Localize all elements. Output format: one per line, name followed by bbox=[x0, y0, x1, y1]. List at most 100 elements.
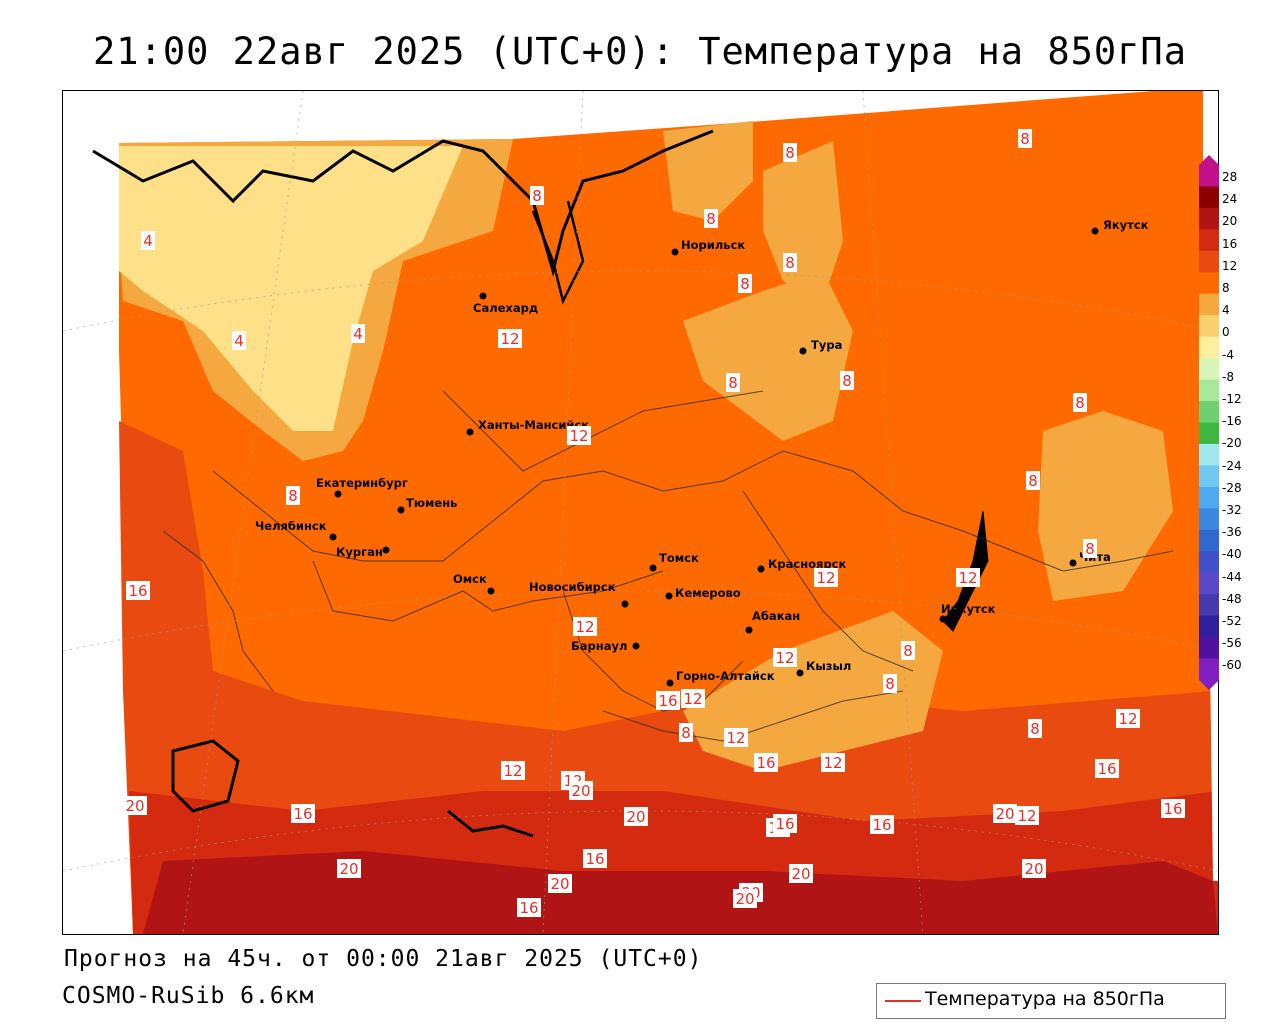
contour-label: 12 bbox=[498, 329, 522, 348]
contour-label: 16 bbox=[754, 753, 778, 772]
colorbar-tick-label: -20 bbox=[1222, 436, 1242, 451]
colorbar-tick-label: 0 bbox=[1222, 325, 1230, 340]
city-markers: Якутск Норильск Салехард Тура Ханты-Мансийск… bbox=[255, 218, 1149, 687]
colorbar-tick-labels: 28 24 20 16 12 8 4 0 -4 -8 -12 -16 -20 -24 -28 -32 -36 -4… bbox=[1222, 166, 1242, 677]
colorbar-cell bbox=[1199, 293, 1219, 316]
colorbar-tick-label: -12 bbox=[1222, 392, 1242, 407]
svg-text:8: 8 bbox=[288, 487, 298, 505]
contour-label: 8 bbox=[783, 143, 797, 162]
contour-label: 20 bbox=[789, 864, 813, 883]
aral-sea bbox=[171, 739, 240, 813]
zone-coolest-nw bbox=[119, 146, 463, 431]
svg-text:8: 8 bbox=[903, 642, 913, 660]
city-label: Челябинск bbox=[255, 519, 327, 533]
city-dot bbox=[1069, 559, 1077, 567]
colorbar-cell bbox=[1199, 594, 1219, 617]
admin-boundaries bbox=[162, 390, 1174, 742]
colorbar-cell bbox=[1199, 315, 1219, 338]
city-dot bbox=[334, 490, 342, 498]
contour-labels: 4444888888888888888812121212121212121212… bbox=[123, 129, 1185, 917]
contour-label: 16 bbox=[773, 814, 797, 833]
colorbar-tick-label: -56 bbox=[1222, 636, 1242, 651]
colorbar-tick-label: 28 bbox=[1222, 170, 1238, 184]
svg-text:20: 20 bbox=[626, 808, 645, 826]
svg-text:16: 16 bbox=[658, 692, 677, 710]
svg-text:8: 8 bbox=[1028, 472, 1038, 490]
svg-text:12: 12 bbox=[816, 569, 835, 587]
svg-text:8: 8 bbox=[785, 254, 795, 272]
contour-label: 12 bbox=[724, 728, 748, 747]
city-dot bbox=[1091, 227, 1099, 235]
contour-label: 8 bbox=[286, 486, 300, 505]
legend-label: Температура на 850гПа bbox=[925, 988, 1165, 1010]
contour-label: 16 bbox=[126, 581, 150, 600]
svg-text:8: 8 bbox=[740, 275, 750, 293]
city-dot bbox=[621, 600, 629, 608]
contour-label: 12 bbox=[681, 689, 705, 708]
city-dot bbox=[666, 679, 674, 687]
svg-text:8: 8 bbox=[1085, 540, 1095, 558]
zone-tura-8 bbox=[683, 271, 853, 441]
contour-label: 8 bbox=[1083, 539, 1097, 558]
colorbar-cell bbox=[1199, 250, 1219, 273]
svg-text:20: 20 bbox=[125, 797, 144, 815]
svg-text:12: 12 bbox=[569, 427, 588, 445]
colorbar-tick-label: -36 bbox=[1222, 525, 1242, 540]
svg-text:8: 8 bbox=[706, 210, 716, 228]
contour-label: 12 bbox=[501, 761, 525, 780]
city-dot bbox=[487, 587, 495, 595]
svg-text:16: 16 bbox=[775, 815, 794, 833]
svg-text:16: 16 bbox=[585, 850, 604, 868]
city-label: Кызыл bbox=[806, 659, 851, 673]
contour-label: 16 bbox=[870, 815, 894, 834]
city-label: Горно-Алтайск bbox=[676, 669, 775, 683]
city-dot bbox=[757, 565, 765, 573]
contour-label: 8 bbox=[530, 186, 544, 205]
contour-label: 8 bbox=[783, 253, 797, 272]
colorbar-cell bbox=[1199, 229, 1219, 252]
svg-text:12: 12 bbox=[1017, 807, 1036, 825]
temperature-colorbar bbox=[1199, 155, 1219, 690]
colorbar-cell bbox=[1199, 401, 1219, 423]
city-dot bbox=[479, 292, 487, 300]
contour-label: 8 bbox=[901, 641, 915, 660]
contour-label: 16 bbox=[1095, 759, 1119, 778]
contour-label: 20 bbox=[993, 804, 1017, 823]
city-dot bbox=[466, 428, 474, 436]
colorbar-tick-label: -8 bbox=[1222, 369, 1234, 384]
contour-label: 12 bbox=[814, 568, 838, 587]
contour-label: 8 bbox=[1018, 129, 1032, 148]
contour-label: 16 bbox=[517, 898, 541, 917]
city-dot bbox=[632, 642, 640, 650]
colorbar-cell bbox=[1199, 186, 1219, 209]
svg-text:16: 16 bbox=[1097, 760, 1116, 778]
city-label: Омск bbox=[453, 572, 487, 586]
contour-label: 20 bbox=[548, 874, 572, 893]
svg-text:8: 8 bbox=[1030, 720, 1040, 738]
city-label: Ханты-Мансийск bbox=[478, 418, 589, 432]
contour-label: 12 bbox=[773, 648, 797, 667]
contour-label: 4 bbox=[232, 331, 246, 350]
svg-text:12: 12 bbox=[823, 754, 842, 772]
contour-label: 8 bbox=[1028, 719, 1042, 738]
city-dot bbox=[649, 564, 657, 572]
colorbar-cell bbox=[1199, 165, 1219, 187]
city-label: Красноярск bbox=[768, 557, 846, 571]
contour-label: 12 bbox=[567, 426, 591, 445]
colorbar-tick-label: 16 bbox=[1222, 236, 1238, 251]
colorbar-cell bbox=[1199, 336, 1219, 359]
city-label: Томск bbox=[659, 551, 699, 565]
svg-text:12: 12 bbox=[958, 569, 977, 587]
svg-text:20: 20 bbox=[550, 875, 569, 893]
contour-label: 8 bbox=[1026, 471, 1040, 490]
colorbar-tick-label: -16 bbox=[1222, 414, 1242, 429]
svg-text:20: 20 bbox=[995, 805, 1014, 823]
city-label: Курган bbox=[336, 545, 383, 559]
contour-label: 8 bbox=[679, 723, 693, 742]
svg-text:4: 4 bbox=[143, 232, 153, 250]
svg-text:16: 16 bbox=[293, 805, 312, 823]
colorbar-tick-label: -48 bbox=[1222, 591, 1242, 606]
svg-text:12: 12 bbox=[775, 649, 794, 667]
svg-text:12: 12 bbox=[503, 762, 522, 780]
colorbar-cell bbox=[1199, 508, 1219, 531]
